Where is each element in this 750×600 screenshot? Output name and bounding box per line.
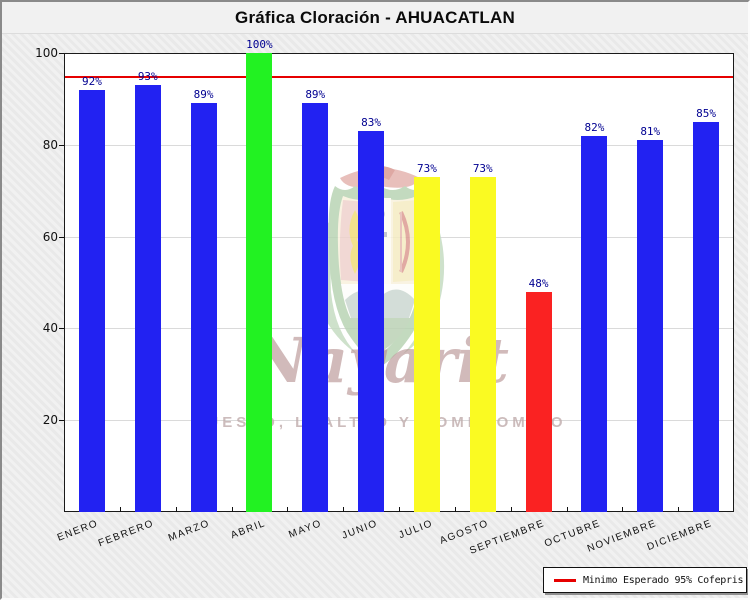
y-tick-mark (59, 328, 64, 330)
x-axis-label-junio: JUNIO (340, 518, 380, 542)
x-tick-mark (454, 507, 456, 512)
x-tick-mark (399, 507, 400, 512)
x-axis-label-abril: ABRIL (229, 518, 268, 542)
value-label-marzo: 89% (193, 88, 214, 102)
chart-title: Gráfica Cloración - AHUACATLAN (235, 7, 515, 27)
value-label-noviembre: 81% (640, 125, 661, 139)
value-label-junio: 83% (361, 116, 382, 130)
bar-septiembre (525, 291, 552, 512)
y-tick-mark (59, 236, 64, 238)
value-label-julio: 73% (416, 161, 437, 175)
y-axis-label-20: 20 (42, 413, 58, 428)
y-axis-label-60: 60 (42, 229, 58, 244)
y-axis-label-40: 40 (42, 321, 58, 336)
title-bar: Gráfica Cloración - AHUACATLAN (2, 2, 748, 34)
y-tick-mark (59, 144, 64, 146)
gridline-80 (65, 144, 733, 146)
bar-mayo (302, 103, 329, 512)
x-tick-mark (510, 507, 512, 512)
x-tick-mark (622, 507, 624, 512)
y-axis-label-80: 80 (42, 137, 58, 152)
y-tick-mark (59, 53, 64, 54)
y-axis-label-100: 100 (35, 46, 58, 60)
value-label-diciembre: 85% (696, 106, 717, 120)
x-tick-mark (678, 507, 680, 512)
legend-box: Minimo Esperado 95% Cofepris (543, 567, 747, 593)
x-axis-label-febrero: FEBRERO (96, 518, 156, 550)
x-axis-label-mayo: MAYO (286, 518, 324, 541)
reference-line-95 (65, 75, 733, 78)
value-label-mayo: 89% (305, 88, 326, 102)
value-label-febrero: 93% (137, 70, 158, 84)
x-axis-label-marzo: MARZO (166, 518, 212, 544)
gridline-20 (65, 420, 733, 422)
bar-agosto (469, 176, 496, 512)
value-label-abril: 100% (246, 38, 273, 51)
value-label-enero: 92% (81, 74, 102, 88)
value-label-septiembre: 48% (528, 276, 549, 290)
x-tick-mark (119, 507, 121, 512)
bar-noviembre (637, 140, 664, 512)
x-tick-mark (175, 507, 177, 512)
gridline-40 (65, 328, 733, 330)
x-tick-mark (231, 507, 233, 512)
bar-diciembre (693, 121, 720, 512)
bar-julio (413, 176, 440, 512)
gridline-60 (65, 236, 733, 238)
legend-label: Minimo Esperado 95% Cofepris (583, 574, 744, 586)
bar-junio (358, 131, 385, 512)
value-label-agosto: 73% (472, 161, 493, 175)
x-tick-mark (287, 507, 289, 512)
bar-abril (246, 53, 273, 512)
x-axis-label-enero: ENERO (55, 518, 100, 544)
plot-area (64, 53, 734, 512)
bar-enero (78, 89, 105, 512)
x-tick-mark (566, 507, 568, 512)
x-axis-label-julio: JULIO (397, 518, 435, 542)
y-tick-mark (59, 420, 64, 422)
x-tick-mark (343, 507, 345, 512)
value-label-octubre: 82% (584, 120, 605, 134)
bar-octubre (581, 135, 608, 512)
bar-febrero (134, 85, 161, 512)
bar-marzo (190, 103, 217, 512)
legend-line-swatch (554, 578, 576, 582)
